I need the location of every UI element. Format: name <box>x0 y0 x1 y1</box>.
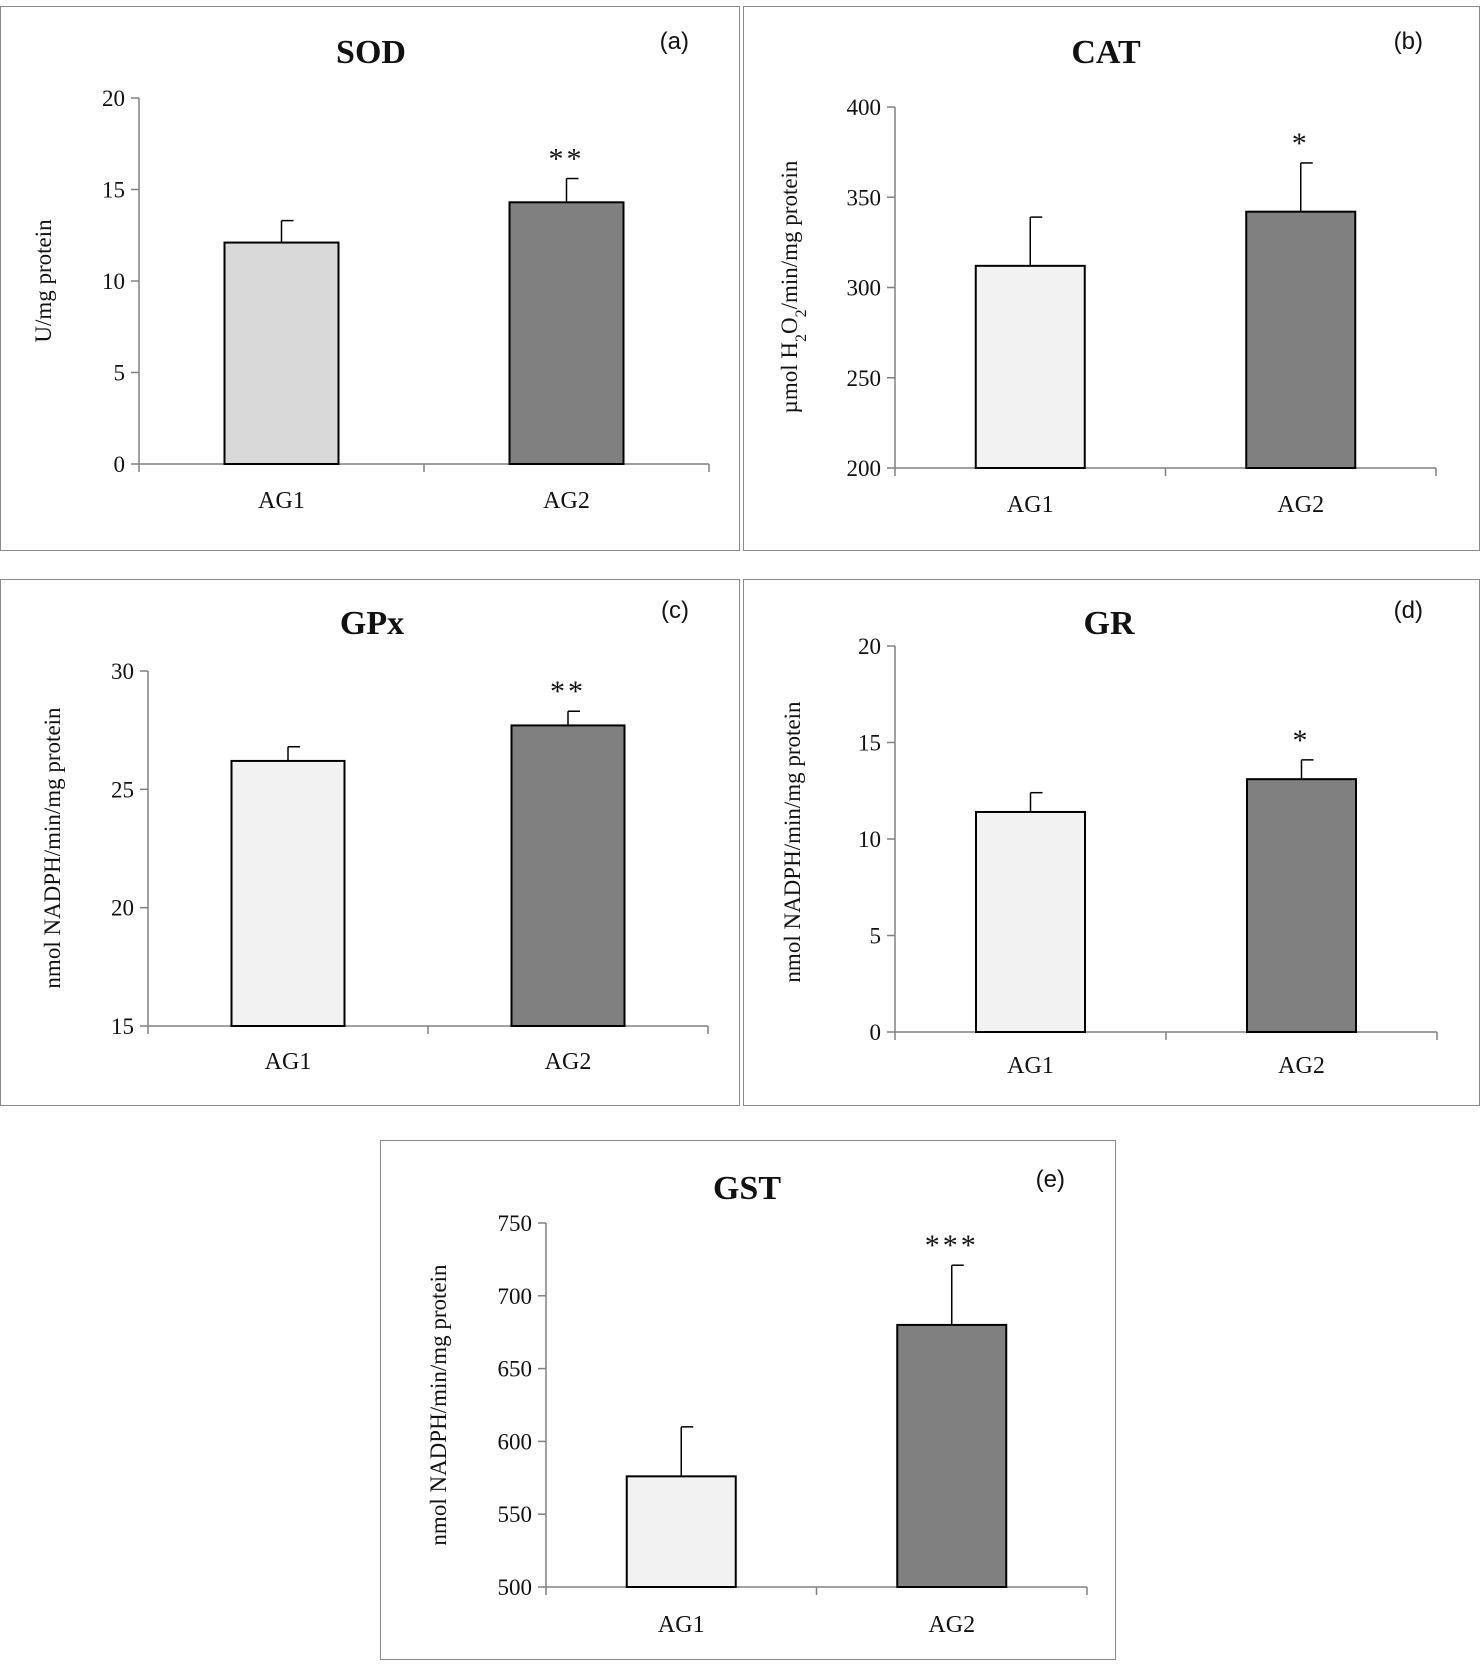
x-category-label: AG1 <box>1007 492 1054 518</box>
y-tick-label: 15 <box>102 178 125 203</box>
bar-ag1 <box>625 1475 737 1588</box>
y-axis-label: nmol NADPH/min/mg protein <box>426 1264 451 1546</box>
panel-label: (b) <box>1394 28 1423 55</box>
chart-title: GST <box>713 1170 781 1207</box>
y-tick-label: 25 <box>111 777 134 802</box>
y-tick-label: 15 <box>111 1014 134 1039</box>
panel-label: (c) <box>661 597 689 624</box>
x-category-label: AG2 <box>543 488 590 514</box>
y-tick-label: 550 <box>498 1502 533 1527</box>
x-category-label: AG2 <box>545 1049 592 1075</box>
y-tick-label: 250 <box>847 366 882 391</box>
y-tick-label: 20 <box>858 634 881 659</box>
x-category-label: AG2 <box>928 1612 975 1638</box>
y-tick-label: 700 <box>498 1284 533 1309</box>
chart-title: CAT <box>1071 34 1141 71</box>
bar-ag1 <box>230 759 346 1028</box>
y-tick-label: 20 <box>111 896 134 921</box>
y-tick-label: 15 <box>858 731 881 756</box>
bar-ag2 <box>896 1323 1008 1588</box>
y-tick-label: 0 <box>870 1020 882 1045</box>
y-tick-label: 10 <box>858 827 881 852</box>
significance-marker: * <box>1293 724 1311 757</box>
y-tick-label: 200 <box>847 456 882 481</box>
y-tick-label: 10 <box>102 269 125 294</box>
x-category-label: AG1 <box>258 488 305 514</box>
bar-ag2 <box>1245 210 1357 469</box>
chart-a-sod: SOD (a) U/mg protein 0 5 10 15 20 AG1 AG2 ** <box>31 28 710 514</box>
y-tick-label: 350 <box>847 185 882 210</box>
panel-d-gr: GR (d) nmol NADPH/min/mg protein 0 5 10 15 20 AG… <box>743 579 1480 1106</box>
panel-c-gpx: GPx (c) nmol NADPH/min/mg protein 15 20 25 30 A… <box>0 579 740 1106</box>
y-tick-label: 750 <box>498 1211 533 1236</box>
chart-b-cat: CAT (b) µmol H2O2/min/mg protein 200 250 300 3… <box>777 28 1437 518</box>
panel-label: (a) <box>660 28 689 55</box>
x-category-label: AG1 <box>1007 1053 1054 1079</box>
bar-ag2 <box>1246 778 1357 1033</box>
significance-marker: *** <box>925 1229 979 1262</box>
chart-title: GPx <box>340 605 404 642</box>
y-tick-label: 20 <box>102 86 125 111</box>
chart-c-gpx: GPx (c) nmol NADPH/min/mg protein 15 20 25 30 A… <box>40 597 709 1075</box>
bar-ag2 <box>508 201 625 465</box>
x-category-label: AG2 <box>1277 492 1324 518</box>
x-category-label: AG1 <box>658 1612 705 1638</box>
y-tick-label: 600 <box>498 1429 533 1454</box>
y-tick-label: 5 <box>114 361 126 386</box>
x-category-label: AG2 <box>1278 1053 1325 1079</box>
y-axis-label: nmol NADPH/min/mg protein <box>40 707 65 989</box>
bar-ag1 <box>223 241 340 465</box>
panel-label: (d) <box>1394 597 1423 624</box>
y-tick-label: 650 <box>498 1357 533 1382</box>
y-tick-label: 30 <box>111 659 134 684</box>
y-tick-label: 500 <box>498 1575 533 1600</box>
bar-ag1 <box>975 810 1086 1033</box>
y-axis-label: µmol H2O2/min/mg protein <box>777 160 810 413</box>
panel-label: (e) <box>1036 1166 1065 1193</box>
chart-title: GR <box>1084 605 1135 642</box>
y-tick-label: 300 <box>847 276 882 301</box>
y-tick-label: 5 <box>870 924 882 949</box>
bar-ag1 <box>974 264 1086 469</box>
panel-a-sod: SOD (a) U/mg protein 0 5 10 15 20 AG1 AG2 ** <box>0 6 740 551</box>
significance-marker: * <box>1292 127 1310 160</box>
chart-d-gr: GR (d) nmol NADPH/min/mg protein 0 5 10 15 20 AG… <box>780 597 1438 1079</box>
panel-b-cat: CAT (b) µmol H2O2/min/mg protein 200 250 300 3… <box>743 6 1480 551</box>
panel-e-gst: GST (e) nmol NADPH/min/mg protein 500 550 600… <box>380 1140 1116 1660</box>
y-tick-label: 400 <box>847 95 882 120</box>
y-tick-label: 0 <box>114 452 126 477</box>
bar-ag2 <box>510 724 626 1028</box>
y-axis-label: nmol NADPH/min/mg protein <box>780 701 805 983</box>
chart-title: SOD <box>336 34 406 71</box>
x-category-label: AG1 <box>265 1049 312 1075</box>
y-axis-label: U/mg protein <box>31 219 56 343</box>
significance-marker: ** <box>549 143 585 176</box>
significance-marker: ** <box>550 675 586 708</box>
chart-e-gst: GST (e) nmol NADPH/min/mg protein 500 550 600… <box>426 1166 1088 1638</box>
